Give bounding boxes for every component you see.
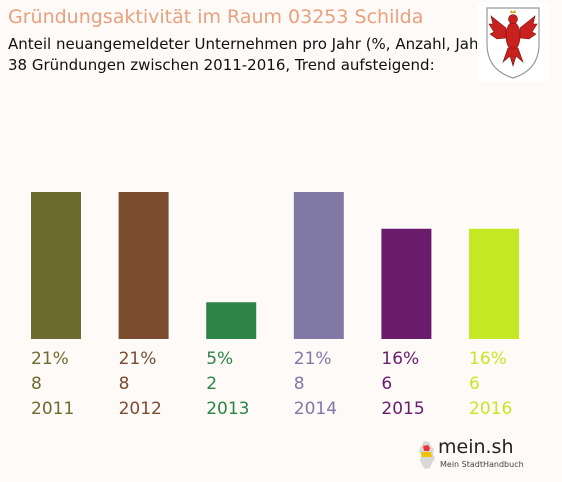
chart-title: Gründungsaktivität im Raum 03253 Schilda bbox=[8, 6, 424, 28]
mein-sh-logo[interactable]: mein.sh Mein StadtHandbuch bbox=[418, 436, 528, 474]
year-label-2013: 2013 bbox=[206, 399, 249, 419]
bar-2011 bbox=[31, 192, 81, 339]
bar-2013 bbox=[206, 302, 257, 339]
percent-label-2011: 21% bbox=[31, 349, 69, 369]
year-label-2011: 2011 bbox=[31, 399, 74, 419]
brandenburg-eagle-crest-icon bbox=[477, 2, 549, 82]
bar-2014 bbox=[293, 192, 344, 339]
logo-text: mein.sh bbox=[438, 436, 514, 458]
year-label-2015: 2015 bbox=[381, 399, 424, 419]
bar-2015 bbox=[381, 228, 432, 339]
count-label-2016: 6 bbox=[469, 374, 480, 394]
count-label-2011: 8 bbox=[31, 374, 42, 394]
germany-map-icon bbox=[419, 441, 435, 469]
count-label-2014: 8 bbox=[294, 374, 305, 394]
count-label-2013: 2 bbox=[206, 374, 217, 394]
percent-label-2014: 21% bbox=[294, 349, 332, 369]
logo-tagline: Mein StadtHandbuch bbox=[440, 460, 524, 469]
year-label-2014: 2014 bbox=[294, 399, 337, 419]
chart-summary: 38 Gründungen zwischen 2011-2016, Trend … bbox=[8, 56, 435, 74]
percent-label-2013: 5% bbox=[206, 349, 233, 369]
year-label-2012: 2012 bbox=[119, 399, 162, 419]
chart-subtitle: Anteil neuangemeldeter Unternehmen pro J… bbox=[8, 35, 491, 53]
percent-label-2016: 16% bbox=[469, 349, 507, 369]
year-label-2016: 2016 bbox=[469, 399, 512, 419]
percent-label-2012: 21% bbox=[119, 349, 157, 369]
count-label-2015: 6 bbox=[381, 374, 392, 394]
bar-2016 bbox=[469, 228, 519, 339]
percent-label-2015: 16% bbox=[381, 349, 419, 369]
count-label-2012: 8 bbox=[119, 374, 130, 394]
bar-2012 bbox=[118, 192, 169, 339]
